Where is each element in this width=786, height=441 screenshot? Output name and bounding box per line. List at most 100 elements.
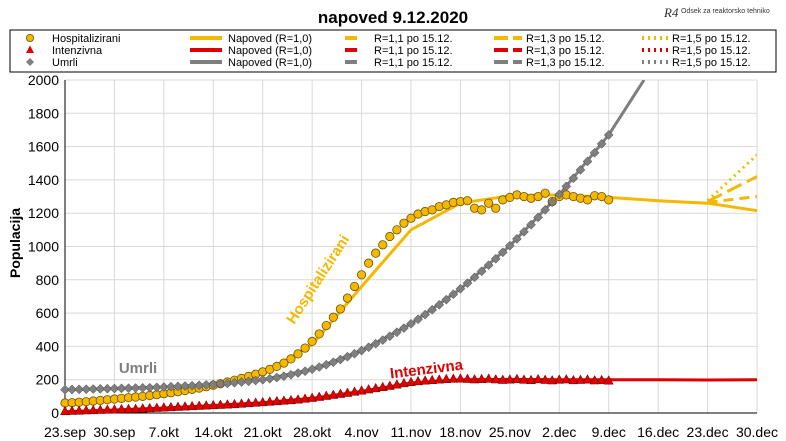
point-intensive	[144, 402, 155, 413]
point-deaths	[321, 359, 332, 370]
point-intensive	[504, 374, 515, 384]
point-deaths	[568, 173, 579, 184]
point-intensive	[356, 385, 367, 395]
point-intensive	[137, 403, 148, 413]
point-deaths	[88, 384, 99, 394]
point-intensive	[603, 375, 614, 385]
point-intensive	[173, 401, 183, 411]
point-deaths	[469, 272, 480, 283]
point-intensive	[448, 373, 459, 383]
point-intensive	[102, 404, 113, 414]
forecast-line-hospitalizirani	[707, 195, 757, 204]
point-hospitalized	[307, 336, 317, 347]
x-tick-label: 25.nov	[489, 424, 531, 440]
point-intensive	[427, 374, 438, 384]
point-deaths	[427, 304, 438, 315]
point-intensive	[370, 382, 381, 393]
point-deaths	[74, 384, 84, 395]
point-deaths	[109, 383, 120, 394]
point-hospitalized	[406, 213, 416, 223]
x-tick-label: 7.okt	[149, 424, 179, 440]
y-axis-title: Populacija	[7, 208, 23, 278]
point-deaths	[413, 314, 423, 325]
point-deaths	[67, 384, 77, 395]
legend-label-forecast: Napoved (R=1,0)	[228, 57, 312, 69]
point-deaths	[589, 147, 600, 158]
point-intensive	[151, 402, 162, 412]
point-deaths	[81, 384, 92, 395]
point-hospitalized	[477, 205, 487, 215]
point-hospitalized	[314, 329, 324, 339]
point-hospitalized	[364, 258, 374, 268]
x-tick-label: 21.okt	[244, 424, 282, 440]
point-deaths	[540, 205, 551, 215]
point-hospitalized	[300, 343, 310, 353]
forecast-line-hospitalizirani	[706, 153, 757, 202]
point-intensive	[540, 374, 551, 384]
point-deaths	[505, 240, 515, 251]
legend-label-forecast: R=1,5 po 15.12.	[672, 45, 751, 57]
point-deaths	[377, 335, 388, 345]
point-deaths	[271, 372, 282, 383]
logo-mark: R4	[663, 5, 679, 20]
legend-marker-deaths	[26, 58, 34, 66]
x-tick-label: 2.dec	[542, 424, 576, 440]
point-deaths	[201, 380, 212, 390]
point-deaths	[187, 380, 197, 391]
point-intensive	[158, 402, 169, 412]
point-deaths	[264, 373, 275, 384]
point-hospitalized	[342, 293, 353, 303]
point-deaths	[363, 342, 374, 353]
x-tick-label: 4.nov	[344, 424, 378, 440]
point-deaths	[406, 318, 416, 329]
point-deaths	[123, 383, 134, 394]
point-deaths	[533, 212, 543, 223]
point-hospitalized	[378, 240, 388, 250]
point-hospitalized	[286, 354, 296, 364]
point-deaths	[462, 278, 473, 288]
y-tick-label: 1200	[28, 205, 59, 221]
point-hospitalized	[491, 203, 501, 213]
point-deaths	[300, 366, 310, 377]
point-intensive	[363, 383, 374, 394]
point-intensive	[512, 373, 522, 383]
observed-markers	[60, 130, 614, 416]
point-intensive	[519, 374, 529, 384]
point-deaths	[116, 383, 127, 394]
point-hospitalized	[356, 270, 367, 280]
point-intensive	[278, 395, 289, 405]
chart-title: napoved 9.12.2020	[318, 8, 468, 27]
legend-marker-hospitalized	[25, 34, 34, 43]
point-intensive	[342, 387, 353, 397]
point-deaths	[144, 382, 155, 393]
point-deaths	[159, 382, 169, 392]
series-umrli	[60, 130, 614, 395]
chart-header: napoved 9.12.2020 R4 Odsek za reaktorsko…	[318, 5, 770, 27]
point-deaths	[307, 364, 317, 375]
point-intensive	[399, 377, 409, 388]
point-intensive	[434, 374, 445, 384]
point-hospitalized	[385, 231, 395, 242]
point-hospitalized	[328, 312, 338, 322]
point-intensive	[335, 388, 346, 398]
point-deaths	[356, 345, 367, 356]
logo-text: Odsek za reaktorsko tehniko	[681, 8, 770, 15]
point-intensive	[314, 391, 325, 401]
legend-label-series: Hospitalizirani	[52, 33, 120, 45]
point-intensive	[264, 396, 275, 406]
legend-marker-intensive	[26, 45, 34, 53]
point-intensive	[582, 374, 593, 384]
point-intensive	[194, 400, 205, 410]
point-intensive	[60, 405, 70, 416]
point-intensive	[109, 404, 120, 414]
point-intensive	[187, 400, 198, 411]
point-intensive	[180, 401, 190, 411]
forecast-line-umrli	[65, 80, 646, 392]
point-deaths	[60, 384, 70, 395]
point-deaths	[547, 197, 558, 208]
point-intensive	[257, 396, 268, 407]
point-deaths	[293, 368, 303, 378]
point-hospitalized	[484, 198, 494, 208]
